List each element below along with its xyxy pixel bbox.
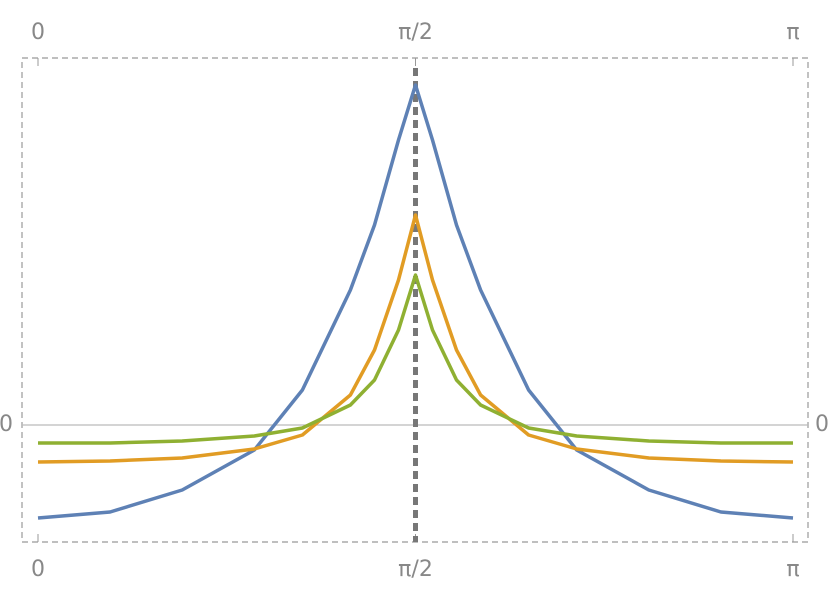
x-tick-label: 0 [31, 557, 45, 582]
y-tick-label: 0 [0, 412, 13, 437]
x-tick-label: π/2 [398, 20, 433, 45]
series-line [37, 83, 794, 520]
x-tick-label: 0 [31, 20, 45, 45]
x-tick-label: π [786, 20, 799, 45]
x-tick-label: π [786, 557, 799, 582]
x-tick-label: π/2 [398, 557, 433, 582]
series-line [38, 273, 793, 445]
series-line [37, 213, 794, 464]
y-tick-label: 0 [815, 412, 829, 437]
frame [21, 57, 809, 543]
